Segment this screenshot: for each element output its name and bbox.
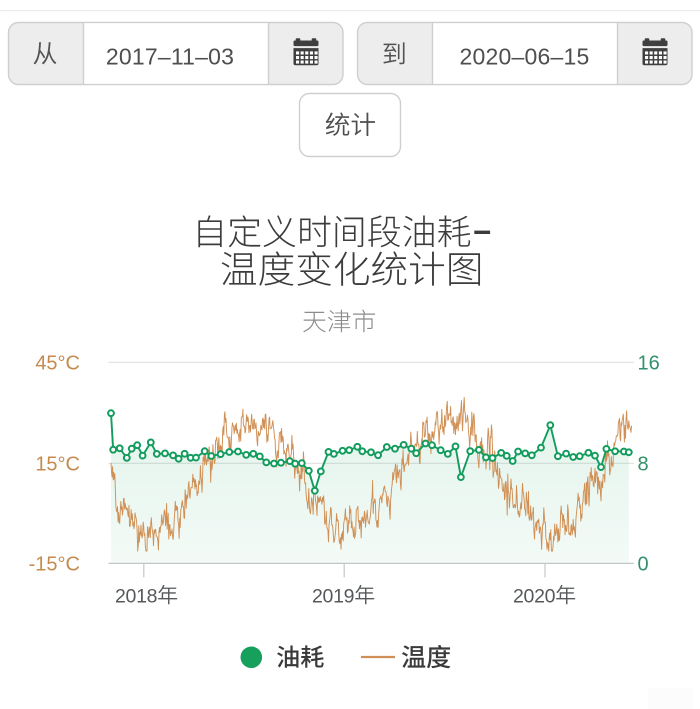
svg-text:2017–11–03: 2017–11–03 [106, 43, 234, 69]
svg-text:2019: 2019 [312, 585, 354, 607]
svg-text:8: 8 [638, 454, 649, 476]
svg-text:2020–06–15: 2020–06–15 [460, 43, 590, 69]
svg-text:2018: 2018 [115, 585, 157, 607]
svg-text:45°C: 45°C [35, 353, 80, 375]
svg-text:0: 0 [638, 554, 649, 576]
svg-text:2020: 2020 [513, 585, 556, 607]
svg-text:16: 16 [638, 353, 660, 375]
svg-text:-15°C: -15°C [29, 554, 80, 576]
svg-text:15°C: 15°C [35, 454, 80, 476]
